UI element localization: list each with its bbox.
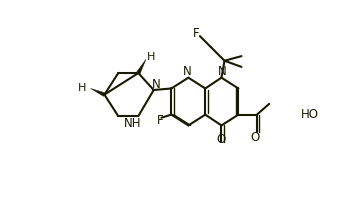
Text: H: H <box>147 52 155 62</box>
Text: F: F <box>157 114 163 127</box>
Text: N: N <box>152 78 161 91</box>
Text: F: F <box>193 27 199 39</box>
Text: HO: HO <box>301 108 319 121</box>
Text: O: O <box>217 133 226 146</box>
Text: N: N <box>183 65 192 78</box>
Polygon shape <box>91 88 105 96</box>
Text: H: H <box>77 84 86 93</box>
Text: NH: NH <box>124 117 142 130</box>
Text: N: N <box>218 65 226 78</box>
Text: O: O <box>251 131 260 144</box>
Polygon shape <box>136 59 146 74</box>
